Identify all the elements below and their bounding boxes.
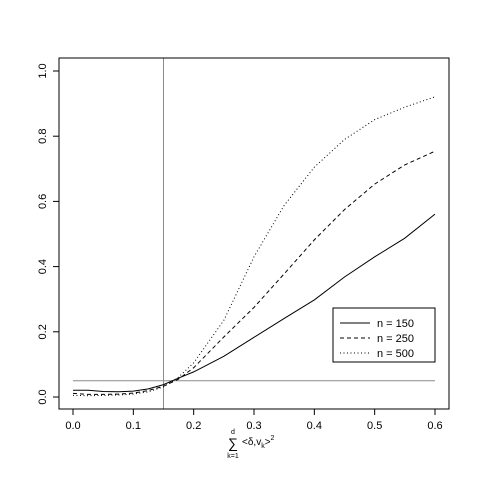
y-tick-label: 0.2: [37, 324, 49, 339]
legend: n = 150 n = 250 n = 500: [332, 307, 436, 363]
x-label-power: 2: [271, 435, 275, 442]
legend-label-1: n = 150: [377, 318, 414, 330]
x-tick-label: 0.1: [126, 420, 141, 432]
y-tick-label: 0.0: [37, 389, 49, 404]
x-tick-label: 0.2: [186, 420, 201, 432]
series-line-2: [72, 150, 436, 395]
x-label-comma: ,: [253, 437, 256, 448]
y-tick-label: 1.0: [37, 63, 49, 78]
x-label-delta: δ: [248, 437, 254, 448]
series-layer: [72, 96, 436, 397]
x-label-sum-lower: k=1: [227, 453, 239, 460]
x-label-expression: <δ,vk>2: [242, 435, 275, 450]
x-label-gt: >: [265, 437, 271, 448]
x-tick-label: 0.3: [246, 420, 261, 432]
x-label-lt: <: [242, 437, 248, 448]
y-tick-label: 0.8: [37, 129, 49, 144]
reference-lines: [73, 58, 435, 409]
legend-label-3: n = 500: [377, 348, 414, 360]
y-tick-label: 0.6: [37, 194, 49, 209]
x-tick-label: 0.6: [427, 420, 442, 432]
legend-label-2: n = 250: [377, 333, 414, 345]
x-label-sum-upper: d: [231, 429, 235, 436]
x-tick-label: 0.0: [65, 420, 80, 432]
x-axis: 0.0 0.1 0.2 0.3 0.4 0.5 0.6: [65, 409, 443, 432]
x-label-v-sub: k: [261, 443, 265, 450]
x-tick-label: 0.5: [367, 420, 382, 432]
y-axis: 0.0 0.2 0.4 0.6 0.8 1.0: [37, 63, 59, 405]
x-label-v: v: [256, 437, 261, 448]
x-tick-label: 0.4: [307, 420, 322, 432]
x-axis-label: d ∑ k=1 <δ,vk>2: [227, 429, 274, 460]
y-tick-label: 0.4: [37, 259, 49, 274]
legend-box: [332, 307, 436, 363]
series-line-3: [72, 96, 436, 397]
x-label-sum-symbol: ∑: [228, 435, 238, 451]
series-line-1: [73, 213, 436, 393]
